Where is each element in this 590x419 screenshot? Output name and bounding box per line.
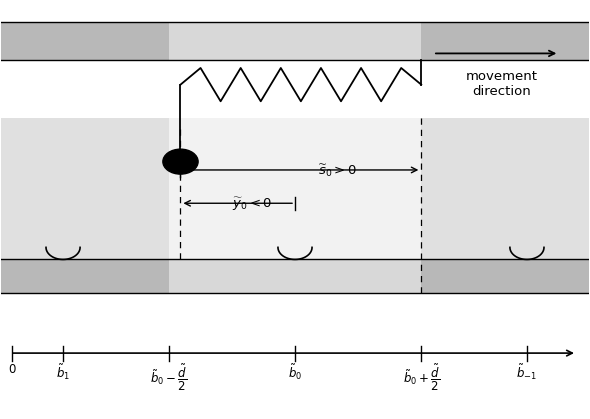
Text: movement
direction: movement direction: [466, 70, 538, 98]
Text: $\widetilde{s}_0 > 0$: $\widetilde{s}_0 > 0$: [319, 163, 358, 179]
Text: $\tilde{b}_0 + \dfrac{\tilde{d}}{2}$: $\tilde{b}_0 + \dfrac{\tilde{d}}{2}$: [403, 363, 440, 393]
Text: $\tilde{b}_1$: $\tilde{b}_1$: [56, 363, 70, 382]
Bar: [1, 118, 589, 259]
Text: $\tilde{b}_0 - \dfrac{\tilde{d}}{2}$: $\tilde{b}_0 - \dfrac{\tilde{d}}{2}$: [150, 363, 187, 393]
Circle shape: [163, 149, 198, 174]
Bar: [169, 118, 421, 259]
Bar: [1, 259, 589, 293]
Bar: [169, 22, 421, 59]
Bar: [169, 259, 421, 293]
Text: $0$: $0$: [8, 363, 17, 376]
Text: $\tilde{b}_{-1}$: $\tilde{b}_{-1}$: [516, 363, 537, 382]
Text: $\widetilde{y}_0 < 0$: $\widetilde{y}_0 < 0$: [232, 196, 272, 213]
Text: $\tilde{b}_0$: $\tilde{b}_0$: [288, 363, 302, 382]
Bar: [1, 22, 589, 59]
